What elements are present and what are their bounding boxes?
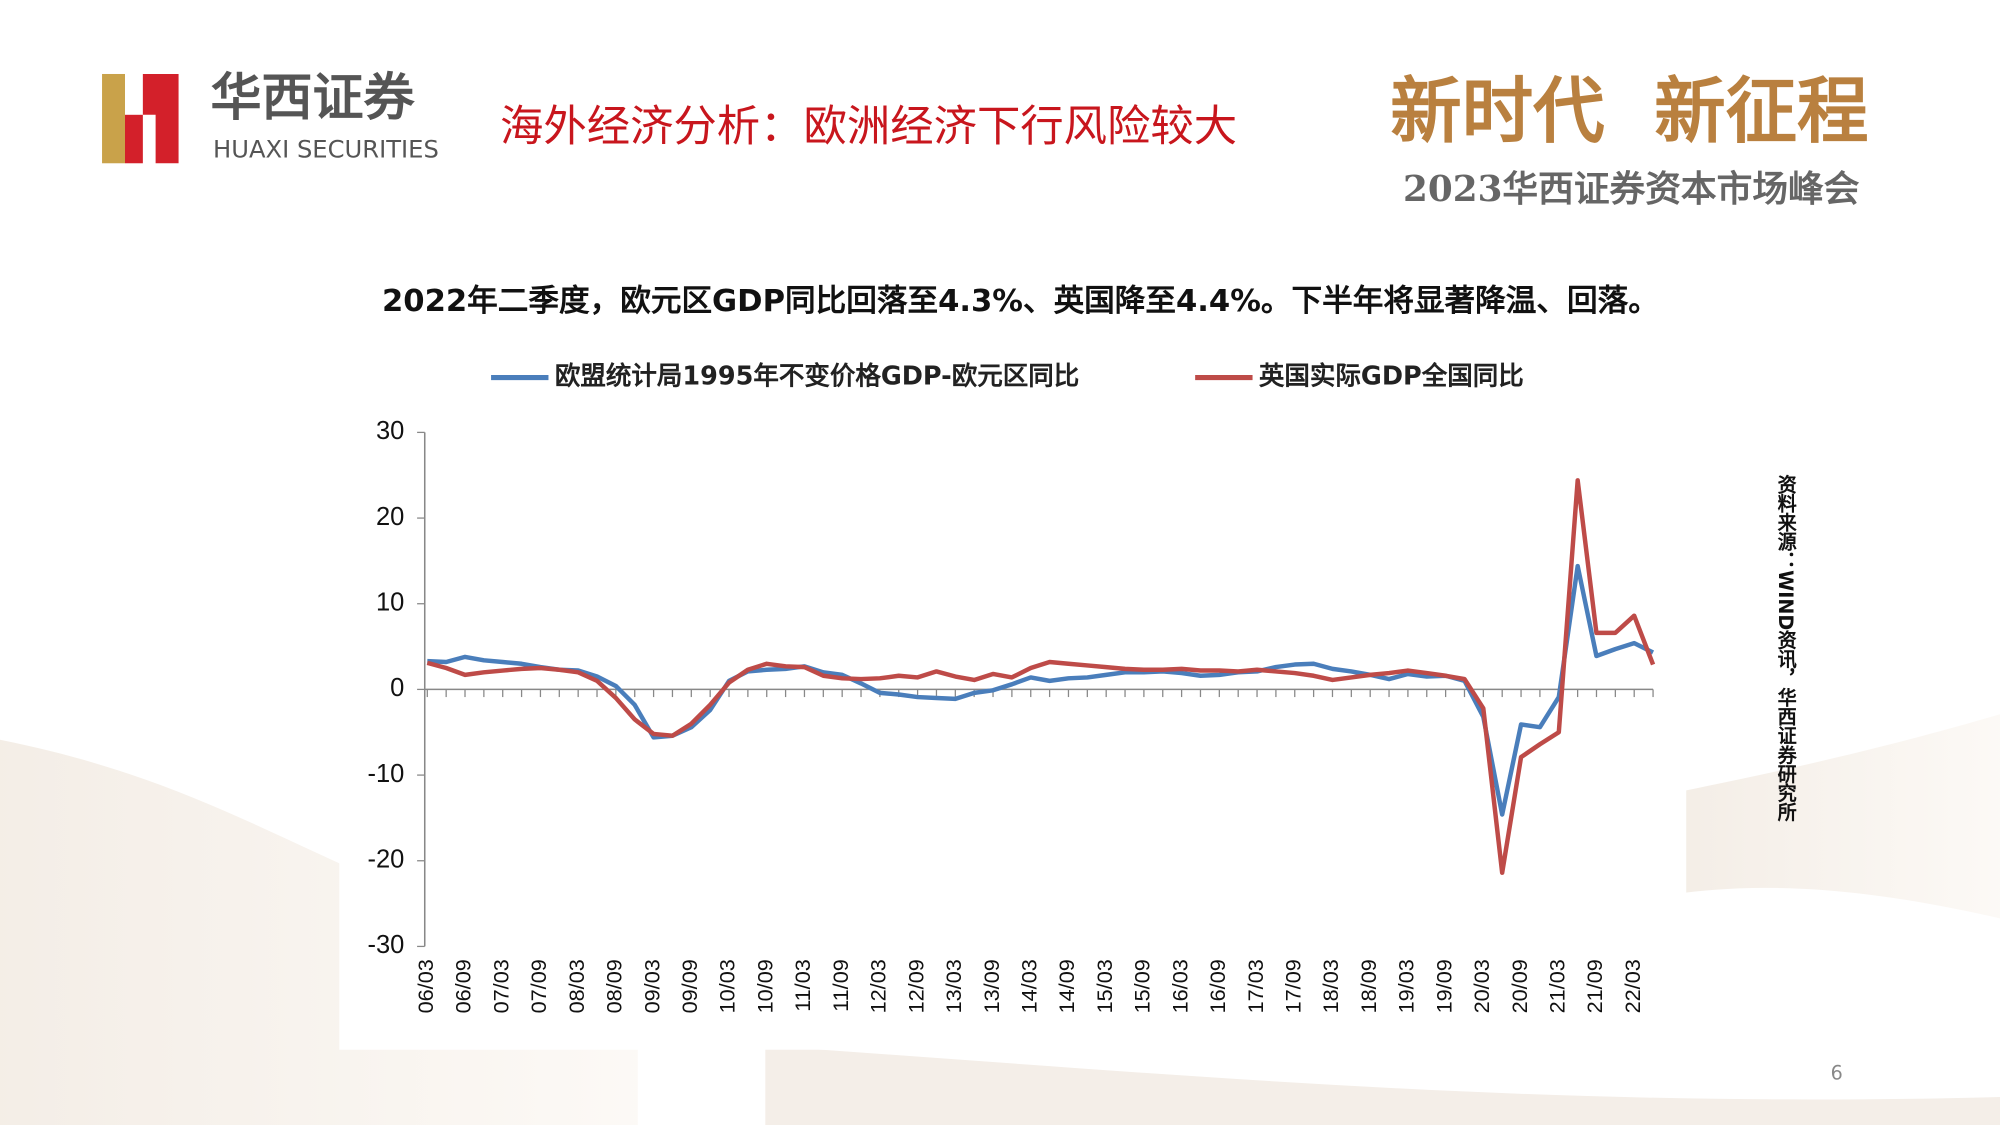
x-tick-label: 14/09 [1054, 959, 1079, 1013]
legend-label: 英国实际GDP全国同比 [1259, 362, 1524, 392]
y-tick-label: 20 [376, 503, 404, 531]
x-tick-label: 19/03 [1394, 959, 1419, 1013]
logo-en: HUAXI SECURITIES [213, 136, 439, 164]
x-tick-label: 08/09 [602, 959, 627, 1013]
x-tick-label: 14/03 [1016, 959, 1041, 1013]
slogan: 新时代 新征程 [1390, 69, 1868, 153]
summit-name: 2023华西证券资本市场峰会 [1403, 168, 1860, 210]
x-tick-label: 11/03 [790, 959, 815, 1012]
x-tick-label: 18/09 [1356, 959, 1381, 1013]
chart: -30 -20 -10 0 10 20 30 06/03 06/09 07/03 07/09 08/0… [367, 362, 1656, 1013]
x-tick-label: 21/09 [1582, 959, 1607, 1013]
x-tick-label: 12/09 [903, 959, 928, 1013]
x-tick-label: 17/09 [1280, 959, 1305, 1013]
x-tick-label: 06/09 [451, 959, 476, 1013]
x-tick-label: 06/03 [413, 959, 438, 1013]
y-tick-label: 30 [376, 417, 404, 445]
subtitle: 2022年二季度，欧元区GDP同比回落至4.3%、英国降至4.4%。下半年将显著… [382, 284, 1659, 319]
y-tick-label: 10 [376, 588, 404, 616]
chart-panel [339, 405, 1687, 1050]
x-tick-label: 13/03 [941, 959, 966, 1013]
logo-cn: 华西证券 [210, 68, 415, 128]
background-swoosh [1683, 714, 2000, 919]
x-tick-label: 16/03 [1167, 959, 1192, 1013]
x-tick-label: 12/03 [866, 959, 891, 1013]
series-line [426, 478, 1656, 875]
x-tick-label: 18/03 [1318, 959, 1343, 1013]
x-tick-label: 08/03 [564, 959, 589, 1013]
x-tick-label: 07/03 [488, 959, 513, 1013]
page-number: 6 [1831, 1061, 1843, 1084]
background-swoosh [765, 1045, 2000, 1125]
y-tick-label: -30 [367, 931, 404, 959]
x-tick-label: 10/09 [752, 959, 777, 1013]
x-tick-label: 21/03 [1545, 959, 1570, 1013]
x-tick-label: 10/03 [715, 959, 740, 1013]
y-tick-label: -10 [367, 760, 404, 788]
x-tick-label: 22/03 [1620, 959, 1645, 1013]
y-tick-label: -20 [367, 845, 404, 873]
x-tick-label: 15/03 [1092, 959, 1117, 1013]
x-tick-label: 13/09 [979, 959, 1004, 1013]
slide-title: 海外经济分析：欧洲经济下行风险较大 [500, 102, 1237, 152]
y-tick-label: 0 [390, 674, 404, 702]
source-note: 资料来源：WIND资讯，华西证券研究所 [1774, 473, 1798, 822]
x-tick-label: 09/03 [639, 959, 664, 1013]
x-tick-label: 20/09 [1507, 959, 1532, 1013]
x-tick-label: 16/09 [1205, 959, 1230, 1013]
legend-label: 欧盟统计局1995年不变价格GDP-欧元区同比 [555, 362, 1079, 392]
x-tick-label: 20/03 [1469, 959, 1494, 1013]
x-tick-label: 09/09 [677, 959, 702, 1013]
x-tick-label: 07/09 [526, 959, 551, 1013]
x-tick-label: 19/09 [1431, 959, 1456, 1013]
x-tick-label: 15/09 [1130, 959, 1155, 1013]
x-tick-label: 11/09 [828, 959, 853, 1012]
x-tick-label: 17/03 [1243, 959, 1268, 1013]
logo-mark [102, 73, 179, 164]
